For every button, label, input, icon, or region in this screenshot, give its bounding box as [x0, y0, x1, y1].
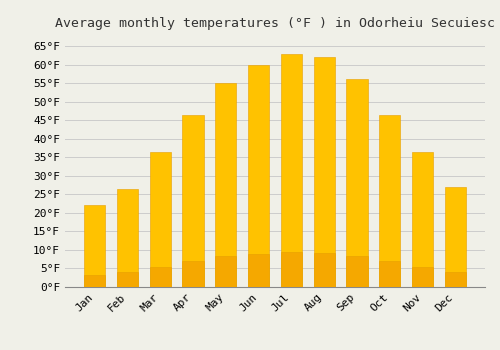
Bar — [215, 257, 236, 287]
Bar — [444, 272, 466, 287]
Bar — [215, 83, 236, 287]
Bar — [412, 152, 433, 287]
Bar — [444, 187, 466, 287]
Bar — [412, 267, 433, 287]
Bar — [346, 256, 368, 287]
Bar — [314, 57, 335, 287]
Bar — [182, 261, 204, 287]
Bar — [314, 253, 335, 287]
Title: Average monthly temperatures (°F ) in Odorheiu Secuiesc: Average monthly temperatures (°F ) in Od… — [55, 17, 495, 30]
Bar — [117, 189, 138, 287]
Bar — [379, 261, 400, 287]
Bar — [150, 267, 171, 287]
Bar — [182, 115, 204, 287]
Bar — [346, 79, 368, 287]
Bar — [280, 252, 302, 287]
Bar — [379, 115, 400, 287]
Bar — [84, 205, 106, 287]
Bar — [117, 272, 138, 287]
Bar — [248, 65, 270, 287]
Bar — [280, 54, 302, 287]
Bar — [248, 254, 270, 287]
Bar — [150, 152, 171, 287]
Bar — [84, 275, 106, 287]
